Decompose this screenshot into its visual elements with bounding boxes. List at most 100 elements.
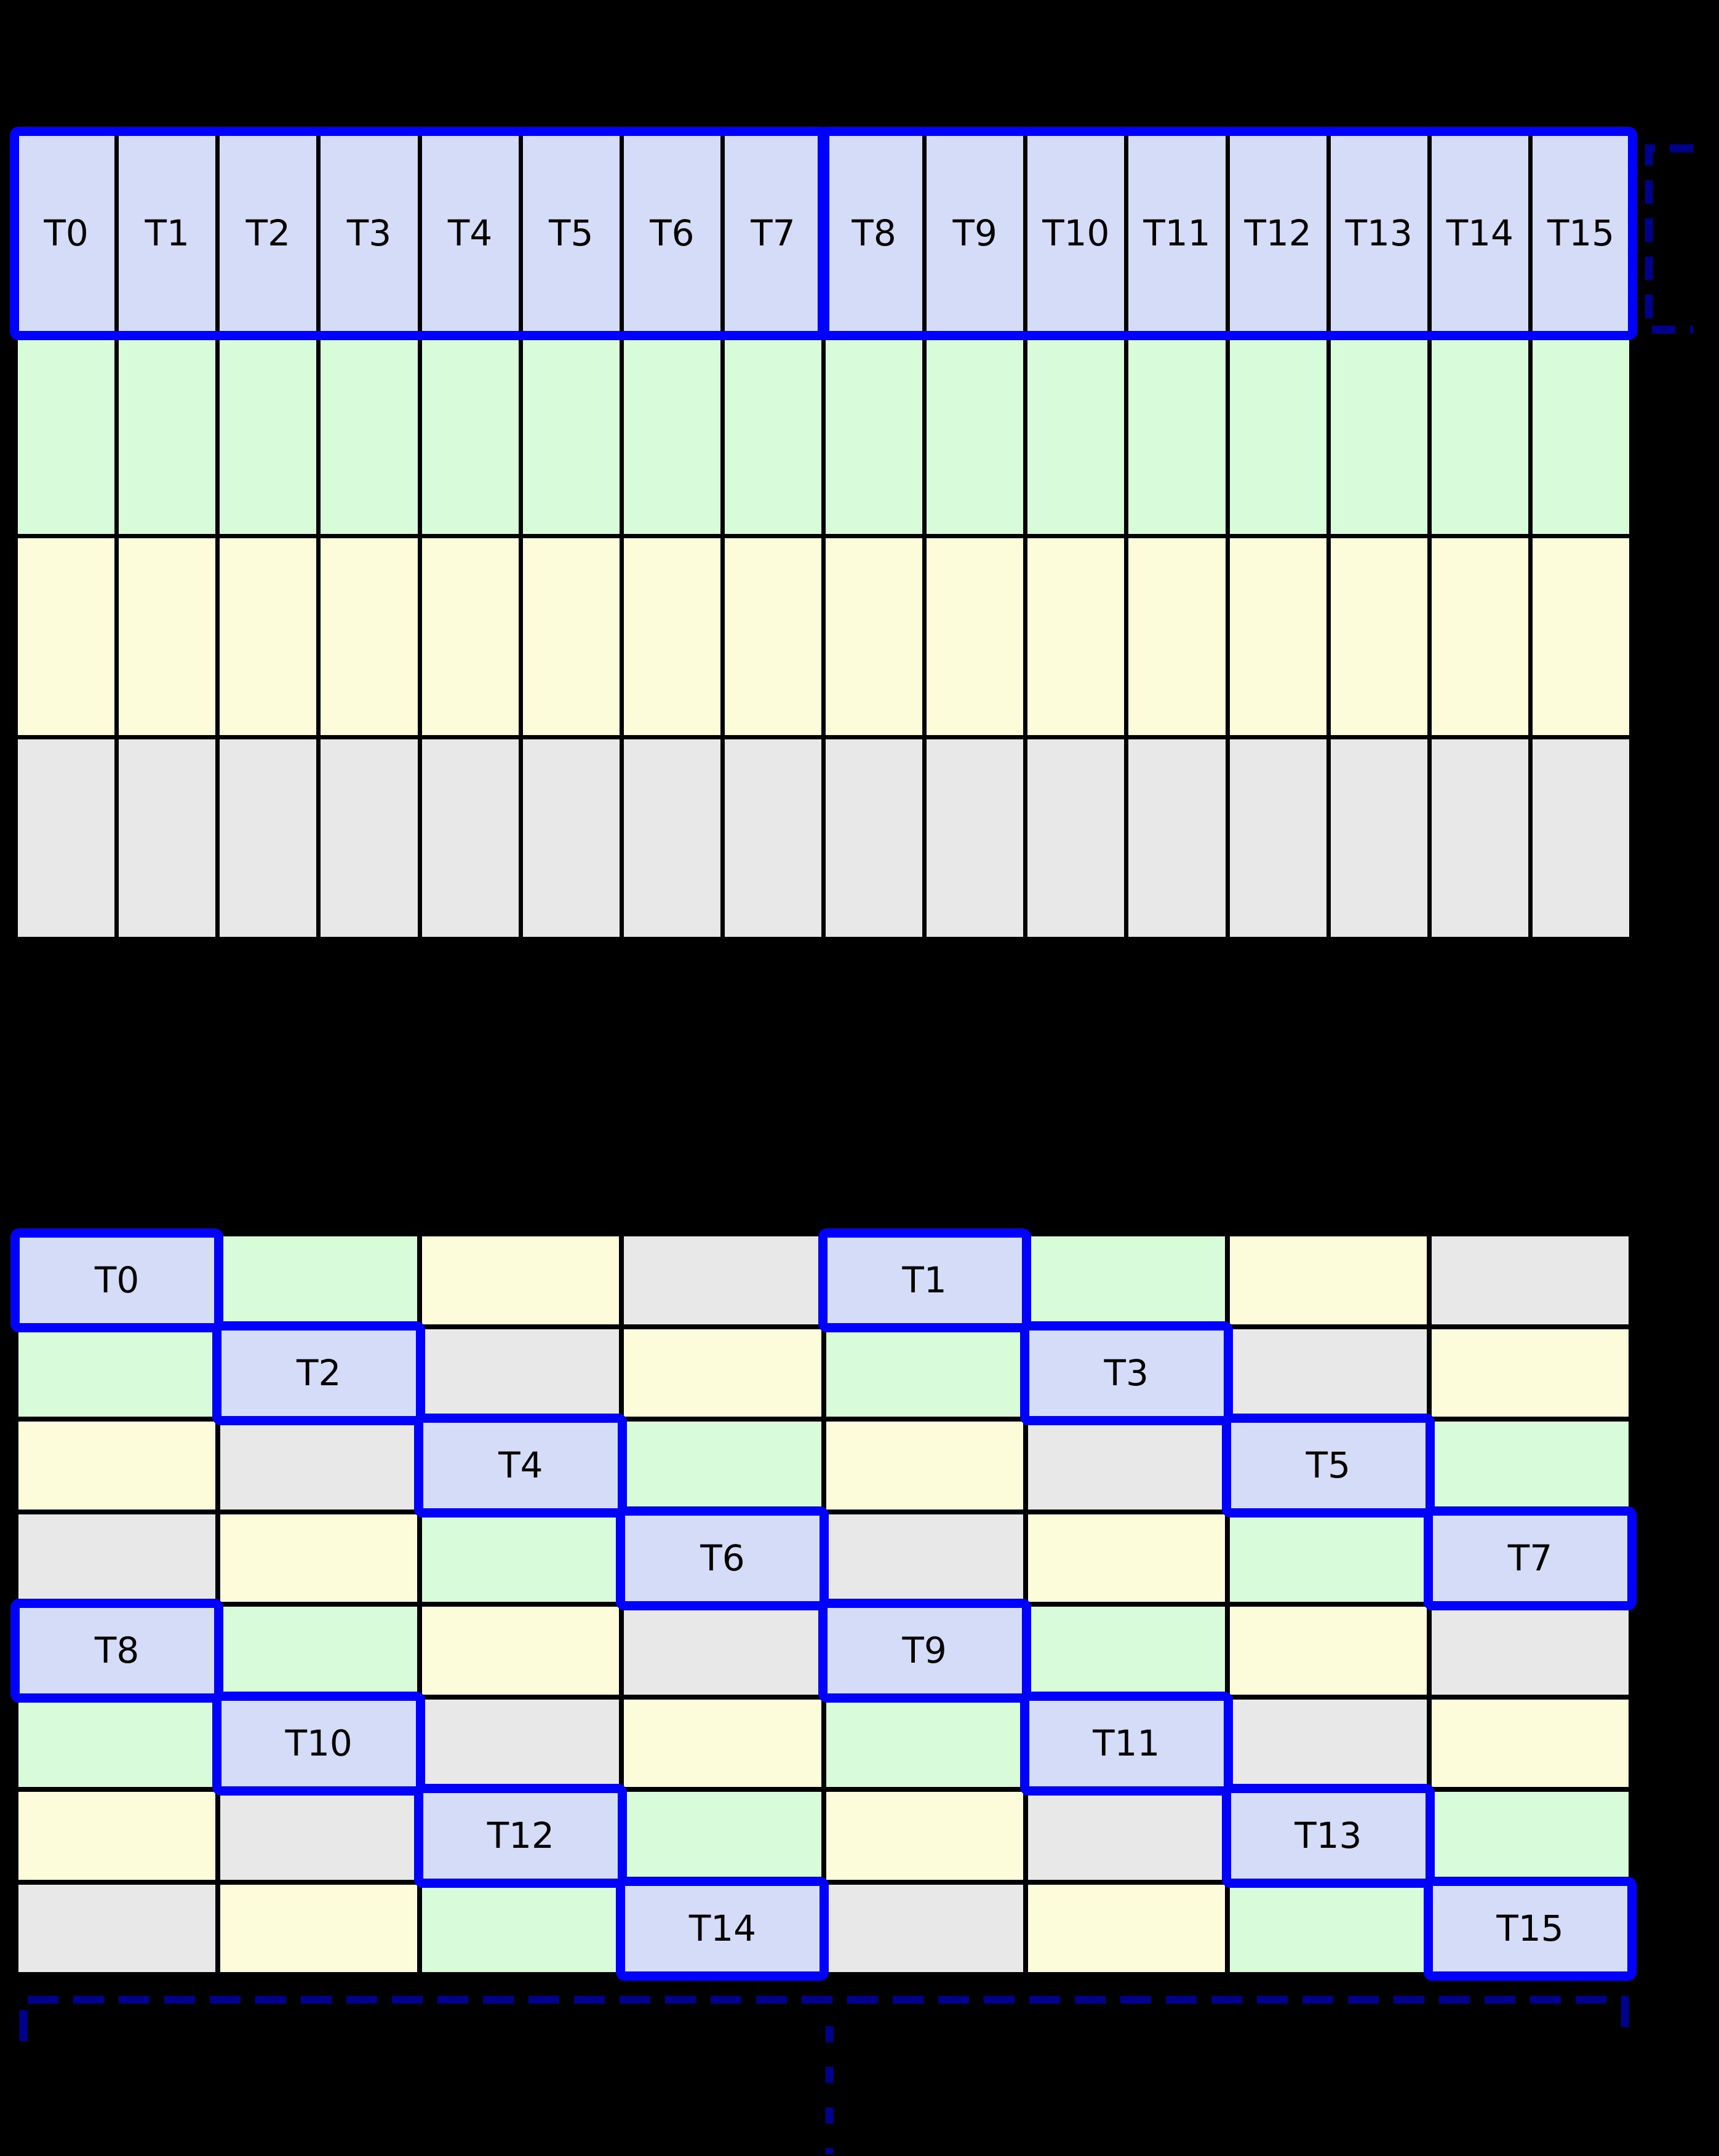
access-thread-cell-T15: T15 [1431,1884,1629,1972]
memory-cell [724,538,821,736]
access-thread-cell-T2: T2 [220,1329,418,1417]
memory-cell [826,336,923,534]
access-thread-cell-T11: T11 [1027,1699,1225,1787]
access-cell [826,1422,1023,1510]
access-cell [220,1884,418,1972]
access-cell [1027,1422,1225,1510]
memory-cell [826,739,923,937]
access-cell [1027,1607,1225,1695]
access-cell [1027,1792,1225,1880]
warp-span-bracket [1645,144,1693,334]
memory-cell [119,336,216,534]
access-cell [422,1236,620,1324]
access-thread-cell-T4: T4 [422,1422,620,1510]
table-width-bracket [19,1995,1629,2041]
memory-cell [522,538,620,736]
memory-cell [724,336,821,534]
memory-cell [421,336,519,534]
access-cell [826,1792,1023,1880]
memory-thread-cell-T2: T2 [220,135,317,332]
memory-cell [18,739,115,937]
memory-cell [220,336,317,534]
memory-thread-cell-T11: T11 [1128,135,1226,332]
memory-cell [927,336,1024,534]
access-thread-cell-T13: T13 [1229,1792,1427,1880]
memory-thread-cell-T13: T13 [1330,135,1427,332]
access-cell [1431,1699,1629,1787]
access-thread-cell-T14: T14 [624,1884,821,1972]
memory-cell [1027,538,1125,736]
memory-thread-cell-T3: T3 [321,135,418,332]
memory-cell [321,538,418,736]
access-cell [1431,1422,1629,1510]
access-cell [624,1422,821,1510]
memory-cell [18,336,115,534]
access-thread-cell-T6: T6 [624,1514,821,1602]
memory-cell [522,336,620,534]
access-cell [220,1514,418,1602]
access-cell [826,1699,1023,1787]
memory-cell [220,739,317,937]
access-cell [624,1792,821,1880]
access-cell [422,1607,620,1695]
access-cell [1229,1699,1427,1787]
memory-cell [1229,538,1326,736]
access-cell [422,1699,620,1787]
access-cell [624,1329,821,1417]
access-cell [624,1607,821,1695]
global-memory-table: T0 T1 T2 T3 T4 T5 T6 T7 T8 T9 T10 T11 T12 T13 T14 T15 [10,127,1637,941]
access-cell [1229,1329,1427,1417]
memory-cell [1128,538,1226,736]
access-cell [220,1792,418,1880]
access-cell [1431,1792,1629,1880]
memory-cell [1431,538,1528,736]
memory-cell [1229,739,1326,937]
memory-cell [1330,336,1427,534]
access-cell [422,1884,620,1972]
memory-cell [1431,336,1528,534]
memory-cell [119,538,216,736]
access-cell [1229,1514,1427,1602]
memory-thread-cell-T5: T5 [522,135,620,332]
memory-cell [1330,739,1427,937]
memory-cell [724,739,821,937]
access-cell [422,1329,620,1417]
memory-thread-cell-T7: T7 [724,135,821,332]
memory-thread-cell-T9: T9 [927,135,1024,332]
access-cell [18,1514,216,1602]
memory-cell [321,739,418,937]
memory-cell [1229,336,1326,534]
access-cell [1027,1514,1225,1602]
access-cell [220,1422,418,1510]
access-thread-cell-T0: T0 [18,1236,216,1324]
memory-cell [927,739,1024,937]
access-cell [18,1329,216,1417]
memory-cell [522,739,620,937]
memory-thread-cell-T4: T4 [421,135,519,332]
access-cell [624,1699,821,1787]
memory-thread-cell-T8: T8 [826,135,923,332]
memory-cell [421,739,519,937]
access-cell [220,1607,418,1695]
access-cell [1027,1236,1225,1324]
access-cell [826,1514,1023,1602]
access-thread-cell-T7: T7 [1431,1514,1629,1602]
memory-cell [1027,336,1125,534]
access-thread-cell-T3: T3 [1027,1329,1225,1417]
access-cell [18,1792,216,1880]
access-cell [1229,1236,1427,1324]
memory-thread-cell-T1: T1 [119,135,216,332]
thread-access-pattern-table: T0 T1 T2 T3 T4 T5 T6 T7 T8 T9 T10 T11 T12 T13 T14 T15 [10,1228,1637,1981]
memory-cell [1128,739,1226,937]
memory-cell [927,538,1024,736]
memory-cell [421,538,519,736]
access-cell [1431,1329,1629,1417]
memory-thread-cell-T12: T12 [1229,135,1326,332]
memory-cell [623,538,720,736]
access-cell [18,1884,216,1972]
access-cell [1229,1884,1427,1972]
access-thread-cell-T9: T9 [826,1607,1023,1695]
memory-cell [1128,336,1226,534]
access-thread-cell-T1: T1 [826,1236,1023,1324]
